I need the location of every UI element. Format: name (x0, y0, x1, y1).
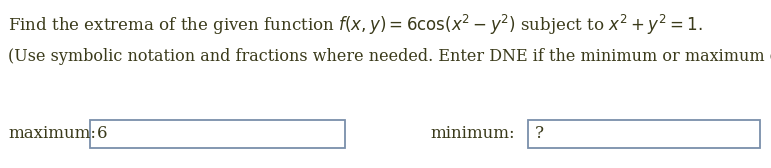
Text: 6: 6 (97, 124, 107, 141)
Text: Find the extrema of the given function $f(x, y) = 6\cos(x^2 - y^2)$ subject to $: Find the extrema of the given function $… (8, 13, 702, 37)
Text: minimum:: minimum: (430, 124, 514, 141)
FancyBboxPatch shape (528, 120, 760, 148)
FancyBboxPatch shape (90, 120, 345, 148)
Text: ?: ? (535, 124, 544, 141)
Text: (Use symbolic notation and fractions where needed. Enter DNE if the minimum or m: (Use symbolic notation and fractions whe… (8, 48, 771, 65)
Text: maximum:: maximum: (8, 124, 96, 141)
